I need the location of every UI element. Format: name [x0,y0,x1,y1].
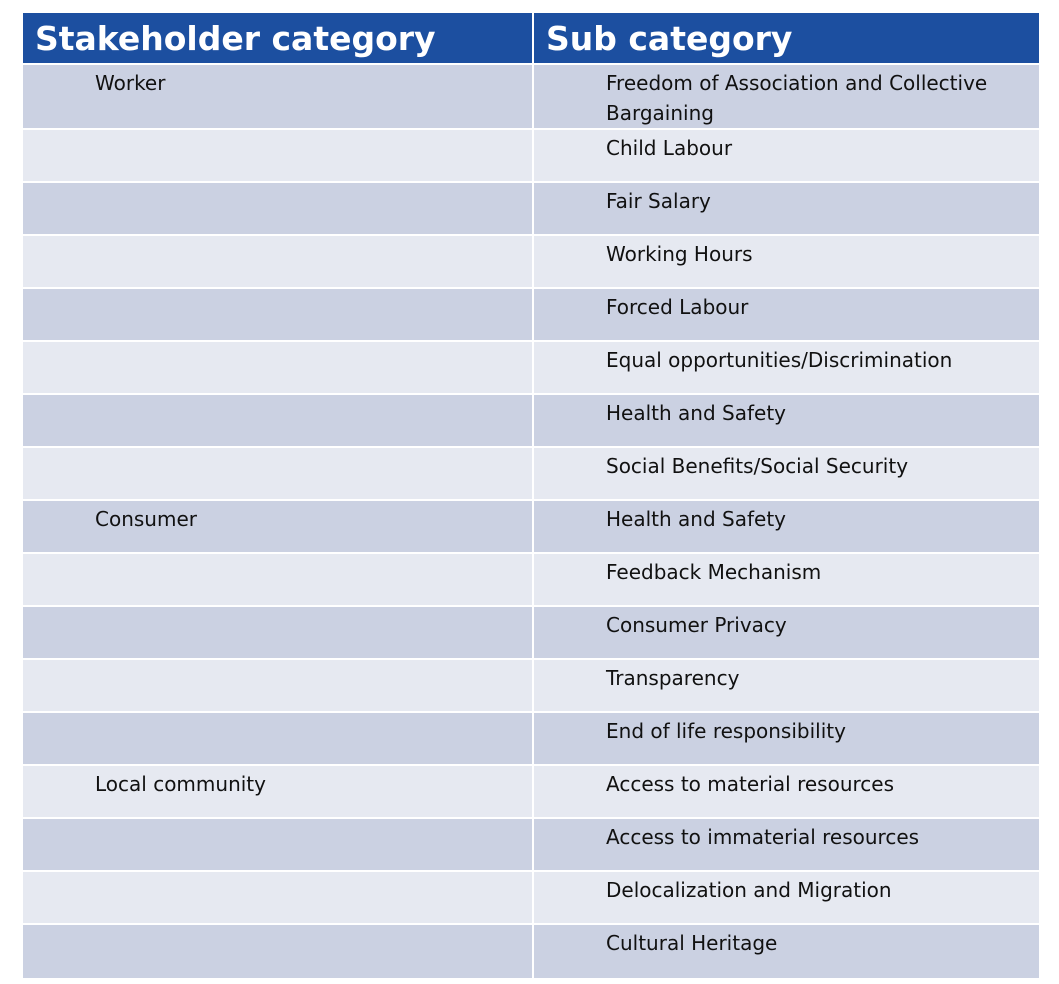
subcategory-cell: Equal opportunities/Discrimination [532,340,1039,395]
stakeholder-cell: Local community [23,764,534,819]
subcategory-cell: Child Labour [532,128,1039,183]
subcategory-cell: Cultural Heritage [532,923,1039,978]
table-row: Forced Labour [23,287,1039,342]
table-row: Cultural Heritage [23,923,1039,978]
subcategory-cell: Forced Labour [532,287,1039,342]
subcategory-cell: Health and Safety [532,499,1039,554]
table-header-row: Stakeholder category Sub category [23,13,1039,65]
table-row: Delocalization and Migration [23,870,1039,925]
stakeholder-cell [23,393,534,448]
subcategory-cell: Feedback Mechanism [532,552,1039,607]
stakeholder-cell [23,446,534,501]
subcategory-cell: Access to immaterial resources [532,817,1039,872]
stakeholder-cell [23,181,534,236]
table-row: Health and Safety [23,393,1039,448]
subcategory-cell: Access to material resources [532,764,1039,819]
header-sub-category: Sub category [532,13,1039,65]
table-row: Child Labour [23,128,1039,183]
table-row: Transparency [23,658,1039,713]
stakeholder-cell [23,870,534,925]
stakeholder-cell: Worker [23,63,534,130]
stakeholder-cell [23,923,534,978]
table-row: Consumer Health and Safety [23,499,1039,554]
table-row: Local community Access to material resou… [23,764,1039,819]
stakeholder-cell [23,287,534,342]
subcategory-cell: Delocalization and Migration [532,870,1039,925]
table-row: Consumer Privacy [23,605,1039,660]
subcategory-cell: Social Benefits/Social Security [532,446,1039,501]
subcategory-cell: End of life responsibility [532,711,1039,766]
stakeholder-cell [23,552,534,607]
stakeholder-cell [23,817,534,872]
stakeholder-cell [23,658,534,713]
table-row: Fair Salary [23,181,1039,236]
stakeholder-cell [23,340,534,395]
table-row: Equal opportunities/Discrimination [23,340,1039,395]
table-row: End of life responsibility [23,711,1039,766]
stakeholder-cell: Consumer [23,499,534,554]
stakeholder-cell [23,605,534,660]
stakeholder-cell [23,234,534,289]
subcategory-cell: Transparency [532,658,1039,713]
table-row: Social Benefits/Social Security [23,446,1039,501]
table-row: Working Hours [23,234,1039,289]
subcategory-cell: Health and Safety [532,393,1039,448]
table-row: Feedback Mechanism [23,552,1039,607]
stakeholder-table-container: Stakeholder category Sub category Worker… [23,13,1039,978]
subcategory-cell: Consumer Privacy [532,605,1039,660]
table-row: Access to immaterial resources [23,817,1039,872]
stakeholder-cell [23,128,534,183]
stakeholder-cell [23,711,534,766]
subcategory-cell: Freedom of Association and Collective Ba… [532,63,1039,130]
table-row: Worker Freedom of Association and Collec… [23,63,1039,130]
header-stakeholder-category: Stakeholder category [23,13,534,65]
subcategory-cell: Fair Salary [532,181,1039,236]
subcategory-cell: Working Hours [532,234,1039,289]
stakeholder-table: Stakeholder category Sub category Worker… [23,13,1039,978]
